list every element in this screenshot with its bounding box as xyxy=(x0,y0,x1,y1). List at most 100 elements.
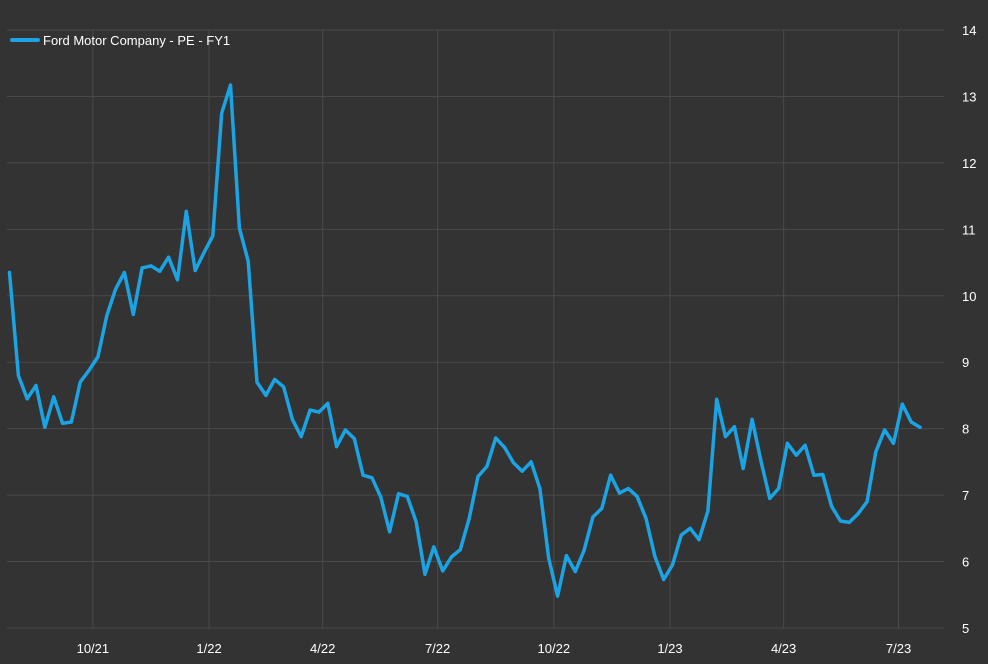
data-point xyxy=(697,538,701,542)
data-point xyxy=(918,425,922,429)
data-point xyxy=(830,504,834,508)
data-point xyxy=(423,572,427,576)
data-point xyxy=(706,509,710,513)
data-point xyxy=(644,516,648,521)
y-tick-label: 11 xyxy=(962,222,976,237)
data-point xyxy=(308,408,312,412)
y-tick-label: 14 xyxy=(962,23,976,38)
data-point xyxy=(458,548,462,552)
x-tick-label: 1/22 xyxy=(196,641,221,656)
y-tick-label: 7 xyxy=(962,488,969,503)
data-point xyxy=(167,255,171,259)
data-point xyxy=(184,209,188,213)
data-point xyxy=(299,435,303,439)
data-point xyxy=(626,486,630,491)
data-point xyxy=(352,437,356,441)
x-tick-label: 4/23 xyxy=(771,641,796,656)
data-point xyxy=(600,506,604,510)
data-point xyxy=(732,425,737,429)
data-point xyxy=(105,314,109,318)
y-tick-label: 13 xyxy=(962,89,976,104)
data-point xyxy=(803,443,807,447)
data-point xyxy=(343,428,347,432)
data-point xyxy=(573,569,577,574)
data-point xyxy=(538,486,542,491)
series-line xyxy=(7,83,922,598)
data-point xyxy=(290,417,294,421)
data-point xyxy=(715,397,719,401)
data-point xyxy=(34,383,38,388)
data-point xyxy=(609,473,613,477)
data-point xyxy=(335,445,339,449)
data-point xyxy=(202,251,206,255)
data-point xyxy=(679,533,683,537)
data-point xyxy=(220,111,224,115)
series-points xyxy=(7,83,922,598)
data-point xyxy=(211,234,215,238)
data-point xyxy=(768,496,772,500)
data-point xyxy=(361,473,365,477)
x-tick-label: 7/22 xyxy=(425,641,450,656)
data-point xyxy=(122,270,126,275)
data-point xyxy=(662,577,666,582)
x-tick-label: 1/23 xyxy=(657,641,682,656)
data-point xyxy=(812,473,816,477)
data-point xyxy=(502,445,507,449)
data-point xyxy=(114,287,118,291)
x-tick-label: 4/22 xyxy=(310,641,335,656)
data-point xyxy=(670,563,675,567)
data-point xyxy=(149,264,153,268)
y-tick-label: 9 xyxy=(962,355,969,370)
data-point xyxy=(777,486,781,491)
data-point xyxy=(909,420,913,424)
data-point xyxy=(476,474,480,479)
data-point xyxy=(388,530,392,534)
data-point xyxy=(228,83,233,87)
data-point xyxy=(794,453,798,457)
data-point xyxy=(78,380,82,384)
data-point xyxy=(432,545,436,549)
data-point xyxy=(396,492,401,496)
data-point xyxy=(759,459,763,463)
data-point xyxy=(61,421,65,425)
data-point xyxy=(52,395,56,399)
legend-label: Ford Motor Company - PE - FY1 xyxy=(43,33,230,48)
data-point xyxy=(900,402,904,406)
y-tick-label: 10 xyxy=(962,289,976,304)
data-point xyxy=(69,420,73,424)
data-point xyxy=(617,491,622,495)
data-point xyxy=(547,556,551,560)
data-point xyxy=(891,441,896,445)
x-axis-ticks: 10/21 1/22 4/22 7/22 10/22 1/23 4/23 7/23 xyxy=(77,641,912,656)
data-point xyxy=(193,268,197,273)
data-point xyxy=(883,428,887,432)
data-point xyxy=(264,393,268,397)
data-point xyxy=(556,594,560,598)
data-point xyxy=(246,259,250,263)
data-point xyxy=(405,494,409,498)
data-point xyxy=(25,397,29,401)
data-point xyxy=(723,435,728,439)
data-point xyxy=(317,410,321,414)
data-point xyxy=(255,380,259,384)
data-point xyxy=(741,466,745,471)
data-point xyxy=(856,512,860,516)
data-point xyxy=(7,270,12,275)
data-point xyxy=(494,436,498,440)
chart-grid xyxy=(7,29,944,629)
data-point xyxy=(441,569,445,573)
data-point xyxy=(87,368,91,372)
y-tick-label: 5 xyxy=(962,621,969,636)
data-point xyxy=(237,226,241,230)
data-point xyxy=(43,425,47,429)
data-point xyxy=(370,476,374,480)
data-point xyxy=(785,441,790,445)
data-point xyxy=(653,554,657,558)
data-point xyxy=(131,312,135,316)
data-point xyxy=(591,515,595,519)
data-point xyxy=(414,520,418,524)
data-point xyxy=(874,450,878,454)
data-point xyxy=(379,495,383,499)
data-point xyxy=(520,469,524,473)
